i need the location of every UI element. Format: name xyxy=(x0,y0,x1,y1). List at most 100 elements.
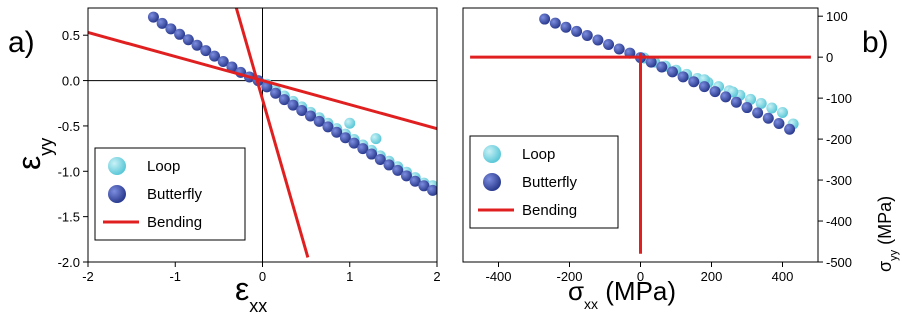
panel-b-ytick-label: -400 xyxy=(826,214,852,229)
panel-a-butterfly-point xyxy=(270,87,282,99)
panel-b-ylabel: σyy (MPa) xyxy=(875,196,900,272)
panel-b-ytick-label: 100 xyxy=(826,9,848,24)
panel-b-xtick-label: 0 xyxy=(637,269,644,284)
panel-b-xtick-label: -200 xyxy=(556,269,582,284)
panel-b-butterfly-point xyxy=(709,86,721,98)
panel-a-butterfly-point xyxy=(209,50,221,62)
panel-b-butterfly-point xyxy=(656,61,668,73)
panel-a-butterfly-point xyxy=(191,39,203,51)
panel-b-legend-butterfly-swatch xyxy=(483,173,501,191)
panel-b-loop-point xyxy=(755,97,767,109)
panel-a-butterfly-point xyxy=(400,170,412,182)
panel-b-loop-point xyxy=(745,93,757,105)
panel-a-butterfly-point xyxy=(339,132,351,144)
panel-b-legend-loop-swatch xyxy=(483,145,501,163)
panel-a-butterfly-point xyxy=(261,81,273,93)
panel-b-butterfly-point xyxy=(581,29,593,41)
panel-a-butterfly-point xyxy=(357,143,369,155)
panel-b-legend-loop-label: Loop xyxy=(522,146,555,163)
panel-a-butterfly-point xyxy=(383,159,395,171)
panel-b-chart: b) -400 -200 0 200 400 100 0 -100 -200 -300 -400 -5… xyxy=(462,7,900,312)
panel-a-butterfly-point xyxy=(156,17,168,29)
panel-b-loop-point xyxy=(777,106,788,118)
panel-a-ytick-label: 0.0 xyxy=(62,74,80,89)
panel-b-butterfly-point xyxy=(592,34,604,46)
panel-a-xtick-label: 2 xyxy=(433,269,440,284)
panel-b-legend-bending-label: Bending xyxy=(522,202,577,219)
panel-b-butterfly-point xyxy=(698,81,710,93)
panel-a-butterfly-point xyxy=(165,23,177,35)
panel-a-butterfly-point xyxy=(182,34,194,46)
panel-b-xtick-label: -400 xyxy=(485,269,511,284)
panel-a-bending-line-1 xyxy=(234,8,310,258)
panel-a-loop-point xyxy=(370,133,382,145)
panel-b-butterfly-point xyxy=(752,107,764,119)
panel-a-butterfly-point xyxy=(296,105,308,117)
panel-a-butterfly-point xyxy=(331,126,343,138)
panel-b-loop-point xyxy=(766,102,778,114)
panel-b-butterfly-point xyxy=(730,96,742,108)
panel-a-butterfly-point xyxy=(226,61,238,73)
panel-b-butterfly-point xyxy=(720,91,732,103)
panel-a-butterfly-point xyxy=(174,28,186,40)
panel-b-butterfly-point xyxy=(677,71,689,83)
panel-a-xtick-label: 0 xyxy=(259,269,266,284)
panel-a-ytick-label: -0.5 xyxy=(58,119,80,134)
panel-a-xtick-label: -2 xyxy=(82,269,94,284)
panel-b-butterfly-point xyxy=(773,118,785,130)
panel-a-xtick-label: -1 xyxy=(169,269,181,284)
panel-b-butterfly-point xyxy=(539,13,551,25)
panel-b-axes: -400 -200 0 200 400 100 0 -100 -200 -300 -400 -500 xyxy=(462,7,852,284)
panel-a-legend-loop-swatch xyxy=(108,157,126,175)
panel-a-plot-area xyxy=(88,8,437,262)
panel-a-legend-bending-label: Bending xyxy=(147,214,202,231)
panel-a-butterfly-point xyxy=(200,45,212,57)
panel-a-legend-loop-label: Loop xyxy=(147,158,180,175)
panel-b-butterfly-point xyxy=(666,66,678,78)
panel-a-ytick-label: -1.0 xyxy=(58,164,80,179)
panel-b-butterfly-point xyxy=(603,38,615,50)
panel-b-ytick-label: -300 xyxy=(826,173,852,188)
panel-a-butterfly-point xyxy=(287,99,299,111)
panel-a-butterfly-point xyxy=(278,94,290,106)
panel-b-label: b) xyxy=(862,26,889,59)
panel-a-butterfly-point xyxy=(409,175,421,187)
panel-b-ytick-label: -200 xyxy=(826,132,852,147)
panel-b-legend: Loop Butterfly Bending xyxy=(469,135,619,229)
panel-b-butterfly-point xyxy=(571,25,583,37)
panel-b-butterfly-point xyxy=(560,21,572,33)
panel-b-xlabel: σxx (MPa) xyxy=(568,276,676,312)
panel-a-label: a) xyxy=(8,26,35,59)
panel-b-ytick-label: -100 xyxy=(826,91,852,106)
panel-a-butterfly-point xyxy=(348,137,360,149)
panel-a-butterfly-point xyxy=(322,121,334,133)
panel-a-legend-butterfly-label: Butterfly xyxy=(147,186,203,203)
panel-b-plot-area xyxy=(470,13,811,254)
panel-a-bending-line-0 xyxy=(88,31,437,131)
panel-a-chart: a) -2 -1 0 1 2 -2.0 -1.5 -1.0 -0.5 0.0 0.5 Loop But… xyxy=(8,7,441,316)
panel-b-ytick-label: 0 xyxy=(826,50,833,65)
panel-b-ytick-label: -500 xyxy=(826,255,852,270)
panel-a-butterfly-point xyxy=(304,110,316,122)
panel-a-butterfly-point xyxy=(147,11,159,23)
panel-a-legend: Loop Butterfly Bending xyxy=(94,147,246,241)
panel-b-butterfly-point xyxy=(688,76,700,88)
panel-a-butterfly-point xyxy=(313,115,325,127)
panel-b-xtick-label: 400 xyxy=(772,269,794,284)
panel-a-butterfly-point xyxy=(366,148,378,160)
panel-b-legend-butterfly-label: Butterfly xyxy=(522,174,578,191)
panel-b-butterfly-point xyxy=(645,56,657,68)
panel-b-butterfly-point xyxy=(613,43,625,55)
panel-b-xtick-label: 200 xyxy=(701,269,723,284)
panel-a-ytick-label: 0.5 xyxy=(62,28,80,43)
panel-a-ytick-label: -2.0 xyxy=(58,255,80,270)
panel-a-loop-point xyxy=(344,117,356,129)
panel-b-butterfly-point xyxy=(784,123,796,135)
panel-a-ytick-label: -1.5 xyxy=(58,210,80,225)
panel-a-ylabel: εyy xyxy=(11,138,56,170)
panel-a-butterfly-point xyxy=(427,184,437,196)
panel-a-axes: -2 -1 0 1 2 -2.0 -1.5 -1.0 -0.5 0.0 0.5 xyxy=(58,7,441,284)
panel-a-xtick-label: 1 xyxy=(346,269,353,284)
panel-a-butterfly-point xyxy=(217,56,229,68)
